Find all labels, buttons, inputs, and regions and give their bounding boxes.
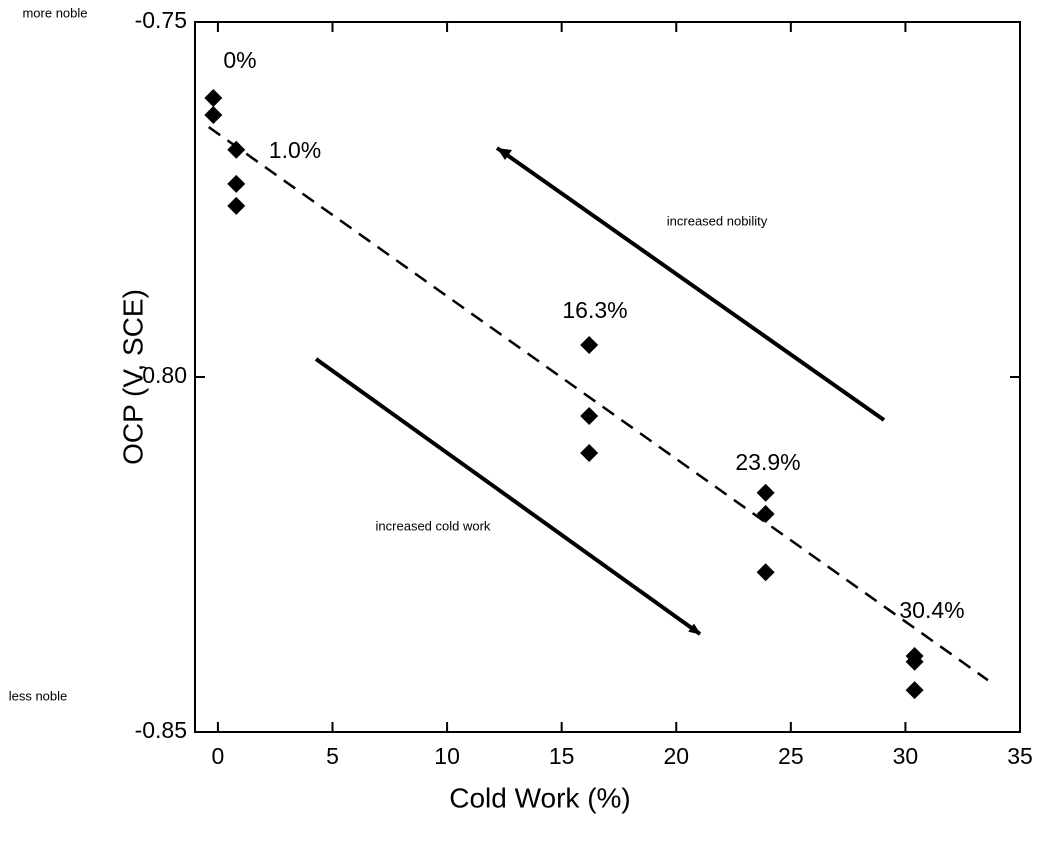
x-tick-label: 10 (434, 743, 460, 769)
data-point (905, 652, 924, 671)
data-point (756, 505, 775, 524)
y-tick-label: -0.75 (135, 7, 187, 33)
x-tick-label: 35 (1007, 743, 1033, 769)
data-point (227, 140, 246, 159)
data-point (227, 196, 246, 215)
annotation: 16.3% (562, 297, 627, 323)
data-point (580, 443, 599, 462)
annotation: 0% (223, 47, 256, 73)
data-point (905, 681, 924, 700)
data-point (204, 88, 223, 107)
y-tick-label: -0.80 (135, 362, 187, 388)
data-point (227, 174, 246, 193)
annotation: 23.9% (735, 449, 800, 475)
annotation: increased nobility (667, 213, 768, 228)
x-tick-label: 20 (663, 743, 689, 769)
annotation: more noble (22, 5, 87, 20)
plot-frame (194, 21, 1021, 733)
annotation: 30.4% (899, 597, 964, 623)
x-axis-title: Cold Work (%) (449, 782, 631, 813)
annotation: 1.0% (269, 137, 321, 163)
data-point (204, 106, 223, 125)
y-axis-title: OCP (V, SCE) (117, 289, 148, 465)
annotation: less noble (9, 688, 68, 703)
arrow-head (497, 148, 512, 160)
data-point (580, 336, 599, 355)
x-tick-label: 15 (549, 743, 575, 769)
data-point (756, 563, 775, 582)
y-tick-label: -0.85 (135, 717, 187, 743)
x-tick-label: 30 (893, 743, 919, 769)
x-tick-label: 25 (778, 743, 804, 769)
arrow-cold-work (314, 357, 702, 636)
x-tick-label: 5 (326, 743, 339, 769)
data-point (756, 483, 775, 502)
trend-line (208, 126, 989, 682)
annotation: increased cold work (376, 518, 491, 533)
data-point (580, 407, 599, 426)
x-tick-label: 0 (212, 743, 225, 769)
arrow-nobility (495, 146, 886, 422)
